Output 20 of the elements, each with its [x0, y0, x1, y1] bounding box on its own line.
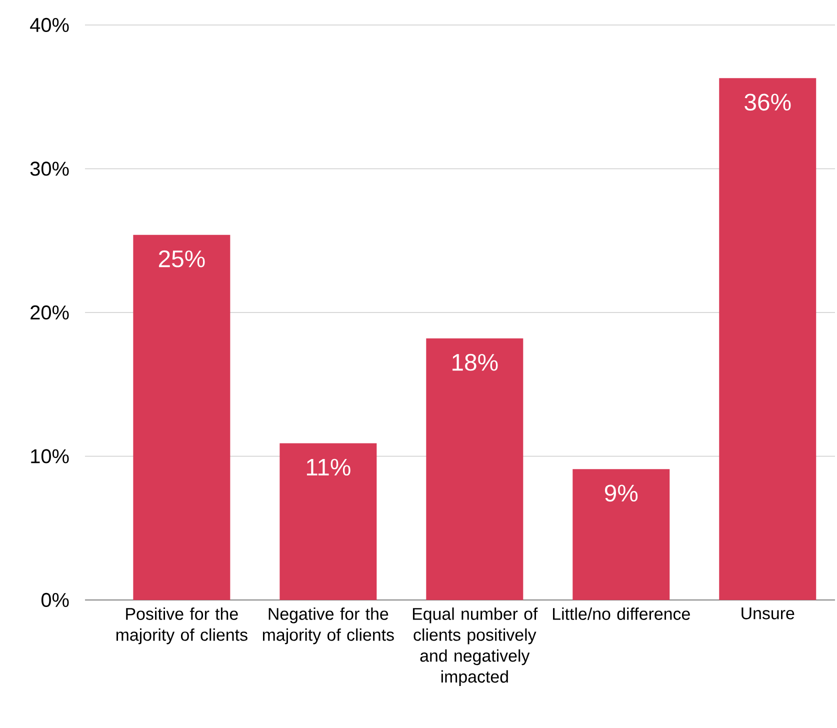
data-label: 11%	[306, 458, 350, 476]
x-tick-label: Equal number of clients positively and negatively impacted	[412, 608, 538, 686]
data-label: 25%	[158, 250, 205, 268]
y-tick-label: 20%	[30, 305, 69, 320]
data-label: 9%	[604, 484, 638, 502]
y-tick-label: 40%	[30, 18, 69, 32]
x-tick-label: Little/no difference	[553, 608, 690, 620]
y-tick-label: 0%	[41, 592, 69, 608]
x-tick-label: Negative for the majority of clients	[262, 608, 394, 644]
bar	[280, 443, 377, 600]
y-tick-label: 30%	[30, 162, 69, 176]
bar	[426, 338, 524, 600]
data-label: 18%	[452, 354, 498, 371]
x-tick-label: Positive for the majority of clients	[116, 608, 248, 644]
bar	[719, 78, 816, 600]
bar	[133, 234, 230, 600]
x-tick-label: Unsure	[742, 608, 794, 620]
y-tick-label: 10%	[31, 449, 69, 464]
data-label: 36%	[744, 94, 791, 111]
bar	[572, 469, 670, 600]
